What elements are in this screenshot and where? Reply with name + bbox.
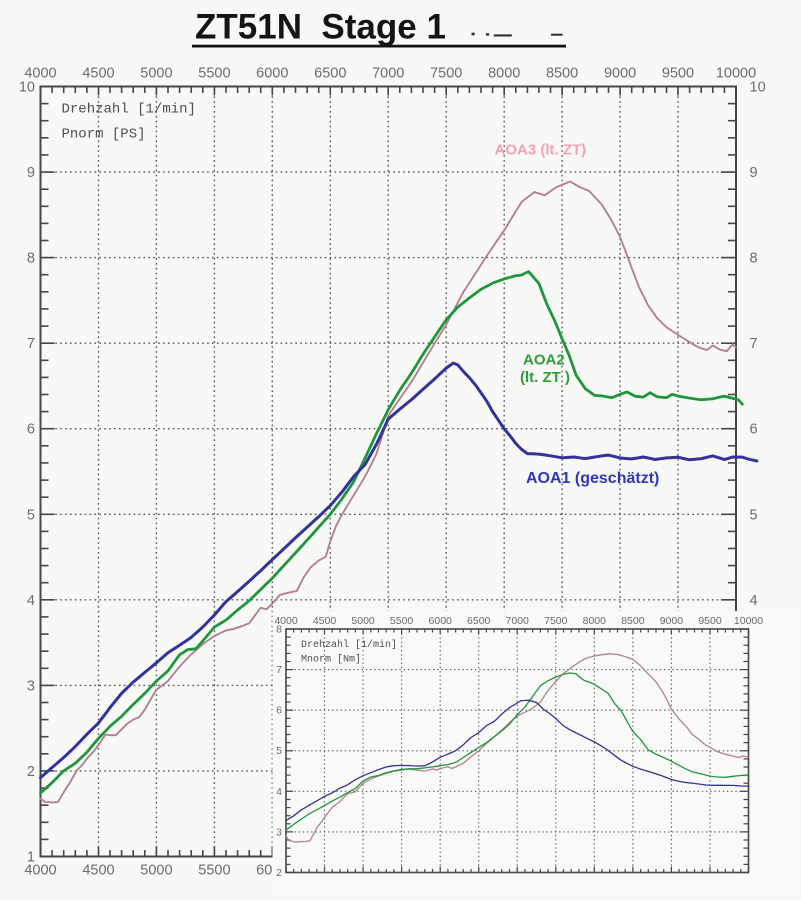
svg-text:5: 5 xyxy=(27,507,35,523)
svg-text:8: 8 xyxy=(750,251,758,267)
svg-text:7: 7 xyxy=(27,336,35,352)
svg-text:3: 3 xyxy=(276,826,282,838)
svg-text:4000: 4000 xyxy=(274,615,298,627)
svg-text:Pnorm [PS]: Pnorm [PS] xyxy=(62,127,146,143)
svg-text:6500: 6500 xyxy=(467,615,491,627)
svg-text:8: 8 xyxy=(27,251,35,267)
svg-text:8500: 8500 xyxy=(546,66,578,82)
svg-text:AOA1 (geschätzt): AOA1 (geschätzt) xyxy=(526,470,659,487)
svg-text:2: 2 xyxy=(27,764,35,780)
svg-text:6000: 6000 xyxy=(429,615,453,627)
svg-text:6000: 6000 xyxy=(256,66,288,82)
svg-text:Mnorm [Nm]: Mnorm [Nm] xyxy=(301,654,361,666)
svg-text:10000: 10000 xyxy=(734,615,763,627)
svg-text:5000: 5000 xyxy=(140,863,172,879)
svg-text:4: 4 xyxy=(27,593,35,609)
svg-text:8000: 8000 xyxy=(488,66,520,82)
svg-text:7000: 7000 xyxy=(506,615,530,627)
svg-text:8000: 8000 xyxy=(583,615,607,627)
svg-text:4500: 4500 xyxy=(313,615,337,627)
svg-text:9: 9 xyxy=(750,165,758,181)
svg-text:9000: 9000 xyxy=(660,615,684,627)
svg-text:9500: 9500 xyxy=(698,615,722,627)
svg-text:(lt. ZT ): (lt. ZT ) xyxy=(520,369,570,386)
svg-text:3: 3 xyxy=(27,678,35,694)
svg-text:6: 6 xyxy=(27,422,35,438)
svg-text:8: 8 xyxy=(276,624,282,636)
svg-text:5: 5 xyxy=(276,745,282,757)
svg-text:10: 10 xyxy=(750,80,766,96)
svg-text:4000: 4000 xyxy=(24,66,56,82)
svg-text:8500: 8500 xyxy=(621,615,645,627)
svg-text:1: 1 xyxy=(27,850,35,866)
svg-text:7: 7 xyxy=(750,336,758,352)
svg-text:6500: 6500 xyxy=(314,66,346,82)
svg-text:4500: 4500 xyxy=(82,863,114,879)
svg-text:9000: 9000 xyxy=(604,66,636,82)
svg-text:AOA3 (lt. ZT): AOA3 (lt. ZT) xyxy=(495,142,587,159)
svg-text:Drehzahl [1/min]: Drehzahl [1/min] xyxy=(301,639,397,651)
svg-text:4: 4 xyxy=(750,593,758,609)
svg-text:AOA2: AOA2 xyxy=(523,352,565,369)
svg-text:6: 6 xyxy=(750,422,758,438)
svg-text:9: 9 xyxy=(27,165,35,181)
svg-text:10000: 10000 xyxy=(716,66,756,82)
svg-text:5500: 5500 xyxy=(198,66,230,82)
svg-text:7: 7 xyxy=(276,664,282,676)
svg-text:7500: 7500 xyxy=(430,66,462,82)
svg-text:5: 5 xyxy=(750,507,758,523)
svg-text:5000: 5000 xyxy=(351,615,375,627)
svg-text:5000: 5000 xyxy=(140,66,172,82)
svg-text:2: 2 xyxy=(276,867,282,879)
svg-text:5500: 5500 xyxy=(198,863,230,879)
svg-text:10: 10 xyxy=(19,80,35,96)
svg-text:7500: 7500 xyxy=(544,615,568,627)
svg-text:4: 4 xyxy=(276,786,282,798)
svg-text:ZT51N Stage 1: ZT51N Stage 1 xyxy=(195,8,446,47)
svg-text:Drehzahl [1/min]: Drehzahl [1/min] xyxy=(62,102,196,118)
svg-text:4000: 4000 xyxy=(24,863,56,879)
svg-text:4500: 4500 xyxy=(82,66,114,82)
svg-text:9500: 9500 xyxy=(662,66,694,82)
svg-text:7000: 7000 xyxy=(372,66,404,82)
svg-text:5500: 5500 xyxy=(390,615,414,627)
svg-text:6: 6 xyxy=(276,705,282,717)
